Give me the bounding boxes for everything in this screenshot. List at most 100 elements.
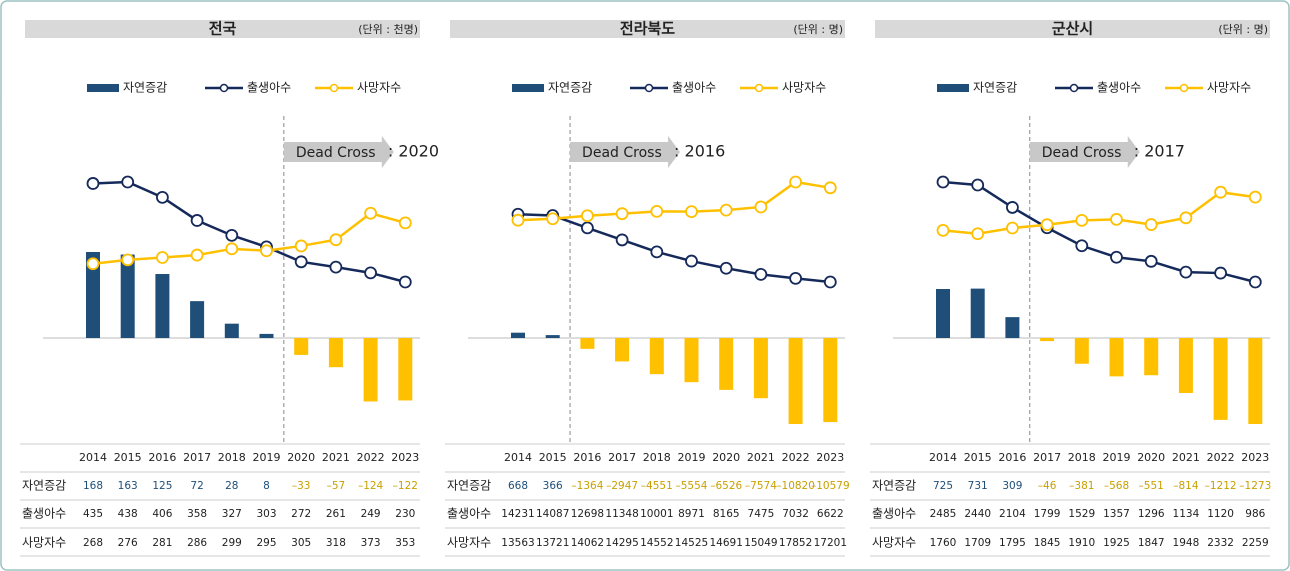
legend-swatch (1069, 83, 1079, 93)
bar (545, 335, 560, 338)
year-label: 2020 (1137, 451, 1165, 464)
year-label: 2021 (1172, 451, 1200, 464)
line-point (225, 242, 239, 256)
line-series (942, 180, 1256, 284)
line-point (1179, 265, 1193, 279)
table-value: –2947 (606, 480, 638, 492)
legend-swatch (1179, 83, 1189, 93)
line-point (294, 255, 308, 269)
line-point (971, 227, 985, 241)
table-value: 1134 (1173, 508, 1200, 520)
legend-label: 사망자수 (357, 81, 401, 95)
line-point (685, 205, 698, 219)
year-label: 2021 (322, 451, 350, 464)
line-point (650, 245, 664, 259)
year-label: 2016 (573, 451, 601, 464)
line-point (1040, 218, 1054, 232)
line-point (581, 221, 594, 235)
dead-cross-label: Dead Cross (582, 145, 662, 161)
table-value: 14525 (675, 537, 708, 549)
panel-title: 전국 (209, 20, 237, 38)
line-point (936, 223, 950, 237)
year-label: 2017 (183, 451, 211, 464)
legend-label: 출생아수 (672, 81, 716, 95)
dead-cross-arrow (1029, 136, 1140, 168)
table-value: –551 (1139, 480, 1164, 492)
line-point (398, 216, 412, 230)
year-label: 2019 (253, 451, 281, 464)
bar (363, 338, 378, 402)
bar (684, 338, 699, 383)
line-point (225, 228, 239, 242)
table-value: –568 (1104, 480, 1129, 492)
bar (398, 338, 413, 401)
table-value: 14062 (571, 537, 604, 549)
table-value: 2485 (930, 508, 957, 520)
line-series (92, 211, 406, 265)
table-value: 17852 (779, 537, 812, 549)
bar (511, 332, 525, 338)
table-value: 318 (326, 537, 346, 549)
year-label: 2017 (1033, 451, 1061, 464)
table-value: 8971 (678, 508, 705, 520)
bar (719, 338, 734, 390)
row-label: 자연증감 (872, 479, 916, 493)
bar (120, 254, 135, 338)
table-value: 299 (222, 537, 242, 549)
year-label: 2022 (1207, 451, 1235, 464)
table-value: –381 (1069, 480, 1094, 492)
table-value: 10001 (640, 508, 673, 520)
line-series (942, 190, 1256, 236)
dead-cross-year: : 2017 (1134, 142, 1185, 161)
table-value: –1273 (1239, 480, 1271, 492)
table-value: 305 (291, 537, 311, 549)
legend-swatch (219, 83, 229, 93)
table-value: 163 (118, 480, 138, 492)
table-value: 261 (326, 508, 346, 520)
table-value: 1529 (1068, 508, 1095, 520)
row-label: 사망자수 (447, 536, 491, 550)
line-point (789, 175, 802, 189)
year-label: 2020 (287, 451, 315, 464)
year-label: 2023 (1241, 451, 1269, 464)
year-label: 2016 (148, 451, 176, 464)
line-point (581, 209, 594, 223)
table-value: 725 (933, 480, 953, 492)
table-value: 6622 (817, 508, 844, 520)
table-value: 1847 (1138, 537, 1165, 549)
table-value: –4551 (641, 480, 673, 492)
bar (1074, 338, 1089, 364)
table-value: –7574 (745, 480, 777, 492)
table-value: –122 (393, 480, 418, 492)
bar (1178, 338, 1193, 393)
table-value: 13721 (536, 537, 569, 549)
line-point (615, 233, 629, 247)
table-value: –33 (292, 480, 311, 492)
year-label: 2015 (964, 451, 992, 464)
table-value: 438 (118, 508, 138, 520)
table-value: 1760 (930, 537, 957, 549)
row-label: 사망자수 (22, 536, 66, 550)
table-value: 14552 (640, 537, 673, 549)
legend-label: 자연증감 (973, 81, 1017, 95)
table-value: 14295 (605, 537, 638, 549)
bar (1005, 317, 1020, 338)
line-point (1214, 266, 1227, 280)
line-point (615, 207, 629, 221)
year-label: 2015 (539, 451, 567, 464)
dead-cross-year: : 2016 (674, 142, 725, 161)
table-value: 668 (508, 480, 528, 492)
bar (155, 274, 170, 338)
table-value: 303 (256, 508, 276, 520)
line-point (789, 271, 802, 285)
bar (823, 338, 838, 423)
bar (1213, 338, 1228, 420)
year-label: 2019 (678, 451, 706, 464)
line-point (1179, 211, 1193, 225)
year-label: 2022 (782, 451, 810, 464)
line-point (155, 190, 169, 204)
table-value: 435 (83, 508, 103, 520)
table-value: 7032 (782, 508, 809, 520)
table-value: 28 (225, 480, 238, 492)
